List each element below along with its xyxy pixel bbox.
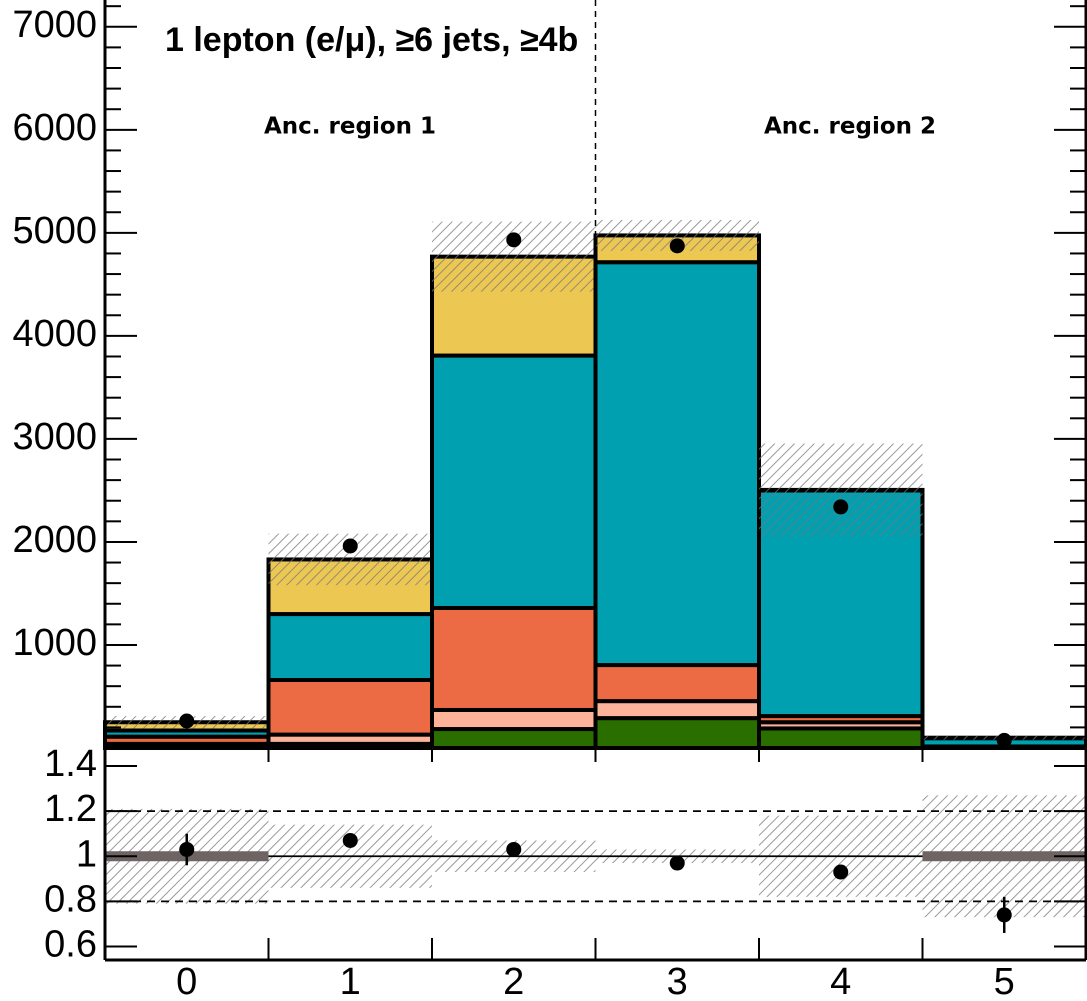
data-point	[996, 732, 1012, 748]
data-point	[342, 538, 358, 554]
y-tick-label: 3000	[12, 416, 97, 458]
bar-segment	[757, 726, 925, 751]
chart-title: 1 lepton (e/μ), ≥6 jets, ≥4b	[165, 21, 578, 59]
data-point	[179, 713, 195, 729]
ratio-point	[833, 864, 849, 880]
bar-segment	[593, 699, 761, 721]
data-point	[833, 499, 849, 515]
bar-segment	[430, 605, 598, 712]
y-tick-label: 7000	[12, 4, 97, 46]
uncertainty-band	[432, 221, 596, 292]
x-tick-label: 5	[994, 961, 1015, 1001]
x-tick-label: 0	[176, 961, 197, 1001]
bar-segment	[266, 612, 434, 682]
bar-segment	[593, 663, 761, 704]
ratio-point	[342, 832, 358, 848]
bar-segment	[266, 678, 434, 737]
bar-segment	[593, 260, 761, 668]
annotation: Anc. region 1	[264, 114, 436, 140]
y-tick-label: 2000	[12, 519, 97, 561]
x-tick-label: 3	[667, 961, 688, 1001]
y-tick-label: 1	[76, 833, 97, 875]
uncertainty-band	[759, 443, 923, 537]
ratio-point	[996, 907, 1012, 923]
y-tick-label: 6000	[12, 107, 97, 149]
x-tick-label: 1	[340, 961, 361, 1001]
bar-segment	[593, 716, 761, 751]
y-tick-label: 0.8	[44, 878, 97, 920]
ratio-point	[669, 855, 685, 871]
y-tick-label: 4000	[12, 313, 97, 355]
data-point	[669, 238, 685, 254]
x-tick-label: 2	[503, 961, 524, 1001]
x-tick-label: 4	[830, 961, 851, 1001]
y-tick-label: 1.2	[44, 788, 97, 830]
bar-segment	[430, 353, 598, 610]
y-tick-label: 0.6	[44, 923, 97, 965]
ratio-point	[506, 841, 522, 857]
annotation: Anc. region 2	[764, 114, 936, 140]
ratio-point	[179, 841, 195, 857]
data-point	[506, 232, 522, 248]
bar-segment	[430, 707, 598, 732]
bar-segment	[430, 727, 598, 750]
y-tick-label: 5000	[12, 210, 97, 252]
y-tick-label: 1000	[12, 622, 97, 664]
y-tick-label: 1.4	[44, 743, 97, 785]
